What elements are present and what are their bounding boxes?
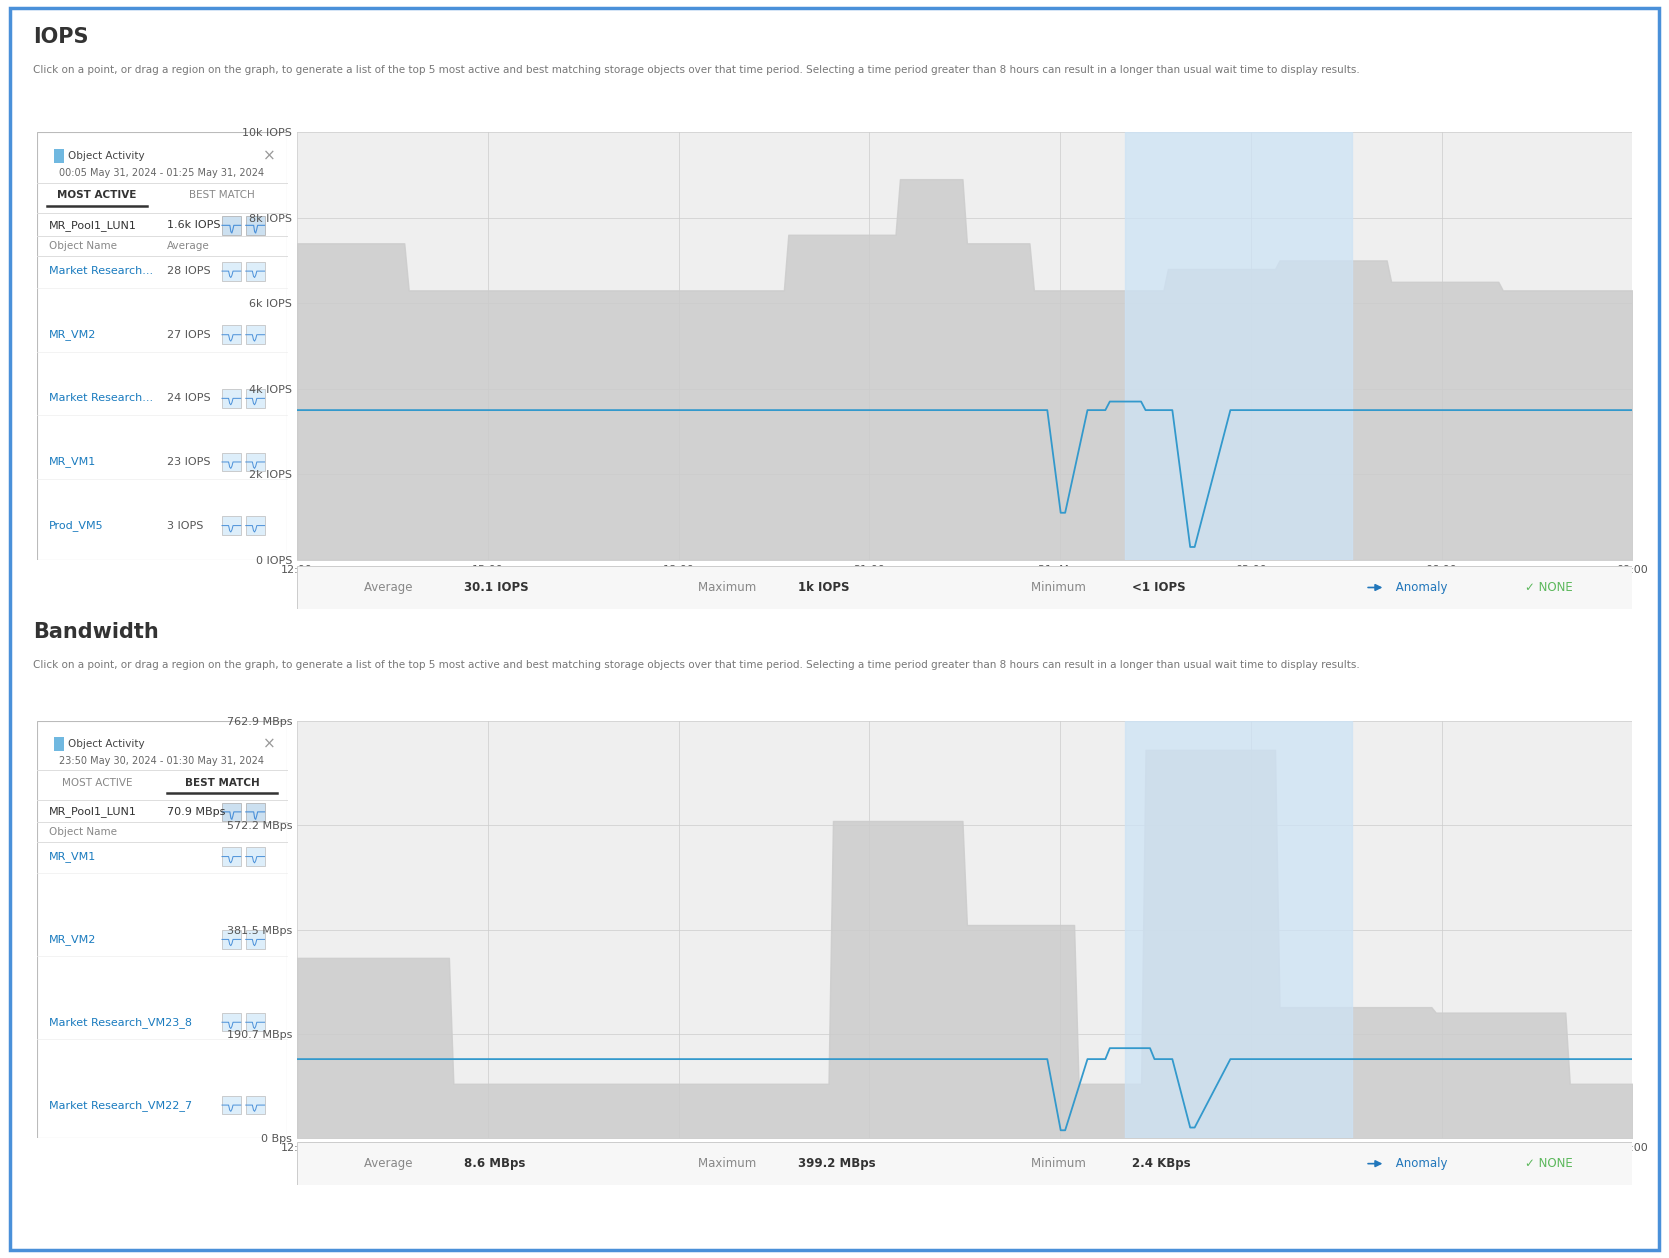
Bar: [245, 262, 264, 281]
Text: Anomaly: Anomaly: [1392, 581, 1447, 594]
Text: 27 IOPS: 27 IOPS: [167, 330, 210, 340]
Bar: [222, 803, 240, 821]
Text: ✓ NONE: ✓ NONE: [1525, 581, 1574, 594]
Text: 1.6k IOPS: 1.6k IOPS: [167, 220, 220, 230]
Text: Maximum: Maximum: [698, 1157, 759, 1170]
Text: Market Research_VM23_8: Market Research_VM23_8: [48, 1016, 192, 1028]
Bar: [222, 848, 240, 866]
Text: <1 IOPS: <1 IOPS: [1132, 581, 1185, 594]
Text: BEST MATCH: BEST MATCH: [185, 777, 259, 788]
Bar: [222, 1013, 240, 1032]
Text: 399.2 MBps: 399.2 MBps: [798, 1157, 876, 1170]
Text: Minimum: Minimum: [1031, 581, 1090, 594]
Bar: [222, 453, 240, 472]
Text: Average: Average: [364, 1157, 416, 1170]
Text: 24 IOPS: 24 IOPS: [167, 394, 210, 404]
Text: Market Research...: Market Research...: [48, 394, 154, 404]
Text: MR_VM2: MR_VM2: [48, 330, 97, 340]
Text: MR_Pool1_LUN1: MR_Pool1_LUN1: [48, 806, 137, 818]
Bar: [245, 1013, 264, 1032]
Bar: [222, 389, 240, 408]
Text: 3 IOPS: 3 IOPS: [167, 521, 204, 531]
Bar: [1125, 132, 1352, 560]
Text: ×: ×: [264, 737, 275, 752]
Bar: [245, 803, 264, 821]
Text: Minimum: Minimum: [1031, 1157, 1090, 1170]
Bar: [1125, 721, 1352, 1138]
Text: ✓ NONE: ✓ NONE: [1525, 1157, 1574, 1170]
Bar: [222, 326, 240, 345]
Bar: [53, 737, 63, 751]
Text: Maximum: Maximum: [698, 581, 759, 594]
Text: 8.6 MBps: 8.6 MBps: [464, 1157, 526, 1170]
Text: Click on a point, or drag a region on the graph, to generate a list of the top 5: Click on a point, or drag a region on th…: [33, 64, 1360, 74]
Bar: [245, 1096, 264, 1115]
Text: Bandwidth: Bandwidth: [33, 621, 159, 642]
Text: Object Name: Object Name: [48, 242, 117, 252]
Text: MOST ACTIVE: MOST ACTIVE: [62, 777, 132, 788]
Text: Market Research_VM22_7: Market Research_VM22_7: [48, 1099, 192, 1111]
Text: IOPS: IOPS: [33, 26, 88, 47]
Text: BEST MATCH: BEST MATCH: [189, 190, 255, 200]
Text: 30.1 IOPS: 30.1 IOPS: [464, 581, 529, 594]
Bar: [245, 516, 264, 535]
Text: 23:50 May 30, 2024 - 01:30 May 31, 2024: 23:50 May 30, 2024 - 01:30 May 31, 2024: [60, 756, 264, 766]
Bar: [245, 216, 264, 235]
Text: 23 IOPS: 23 IOPS: [167, 457, 210, 467]
Bar: [222, 262, 240, 281]
Text: Average: Average: [364, 581, 416, 594]
Text: MR_VM2: MR_VM2: [48, 933, 97, 945]
Text: Average: Average: [167, 242, 210, 252]
Text: MOST ACTIVE: MOST ACTIVE: [57, 190, 137, 200]
Bar: [222, 1096, 240, 1115]
Text: MR_VM1: MR_VM1: [48, 852, 97, 862]
Bar: [245, 930, 264, 949]
Text: MR_Pool1_LUN1: MR_Pool1_LUN1: [48, 220, 137, 230]
Bar: [245, 453, 264, 472]
Text: Click on a point, or drag a region on the graph, to generate a list of the top 5: Click on a point, or drag a region on th…: [33, 660, 1360, 671]
Text: ×: ×: [264, 148, 275, 164]
Text: 1k IOPS: 1k IOPS: [798, 581, 850, 594]
Text: 28 IOPS: 28 IOPS: [167, 267, 210, 276]
Text: Anomaly: Anomaly: [1392, 1157, 1447, 1170]
Text: 00:05 May 31, 2024 - 01:25 May 31, 2024: 00:05 May 31, 2024 - 01:25 May 31, 2024: [60, 169, 264, 179]
Bar: [53, 148, 63, 162]
Text: 2.4 KBps: 2.4 KBps: [1132, 1157, 1190, 1170]
Text: MR_VM1: MR_VM1: [48, 457, 97, 468]
Text: Object Activity: Object Activity: [68, 151, 145, 161]
Text: Object Activity: Object Activity: [68, 740, 145, 750]
Bar: [222, 930, 240, 949]
Bar: [245, 389, 264, 408]
Bar: [222, 516, 240, 535]
Text: Object Name: Object Name: [48, 828, 117, 838]
Text: Market Research...: Market Research...: [48, 267, 154, 276]
Text: 70.9 MBps: 70.9 MBps: [167, 806, 225, 816]
Bar: [245, 326, 264, 345]
Text: Prod_VM5: Prod_VM5: [48, 520, 103, 531]
Bar: [222, 216, 240, 235]
Bar: [245, 848, 264, 866]
